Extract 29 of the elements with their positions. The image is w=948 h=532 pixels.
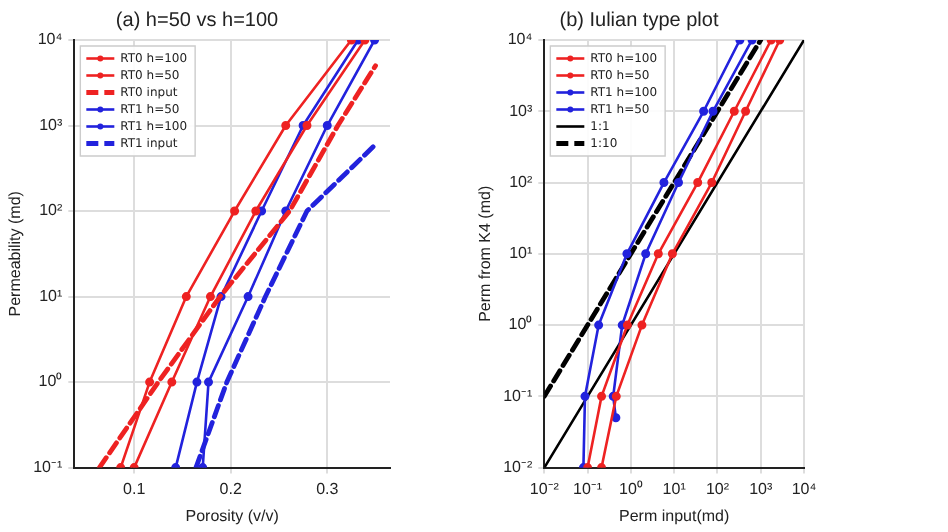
x-tick-label: 0.1 — [123, 479, 147, 498]
y-tick-label: 10³ — [509, 101, 533, 120]
y-tick-label: 10⁻¹ — [503, 386, 533, 405]
x-axis-title: Porosity (v/v) — [185, 506, 280, 525]
y-tick-label: 10³ — [39, 115, 63, 134]
y-tick-label: 10¹ — [509, 244, 533, 263]
x-tick-label: 0.2 — [219, 479, 243, 498]
x-tick-label: 10⁰ — [618, 479, 643, 498]
y-tick-label: 10² — [509, 172, 533, 191]
y-tick-label: 10² — [39, 201, 63, 220]
y-tick-label: 10⁰ — [508, 315, 533, 334]
y-tick-label: 10⁻² — [503, 458, 533, 477]
x-tick-label: 10² — [705, 479, 730, 498]
x-axis-title: Perm input(md) — [619, 506, 730, 525]
x-tick-label: 10³ — [749, 479, 773, 498]
x-tick-label: 10⁴ — [791, 479, 818, 498]
chart-title: (b) Iulian type plot — [559, 9, 719, 32]
chart-title: (a) h=50 vs h=100 — [115, 9, 280, 32]
y-tick-label: 10¹ — [39, 286, 63, 305]
y-tick-label: 10⁰ — [38, 372, 63, 391]
y-tick-label: 10⁴ — [507, 30, 534, 49]
x-tick-label: 10⁻¹ — [573, 479, 603, 498]
y-tick-label: 10⁴ — [37, 30, 64, 49]
x-tick-label: 10¹ — [662, 479, 687, 498]
x-tick-label: 10⁻² — [529, 479, 560, 498]
y-tick-label: 10⁻¹ — [33, 458, 63, 477]
y-axis-title: Perm from K4 (md) — [476, 185, 495, 322]
x-tick-label: 0.3 — [316, 479, 340, 498]
y-axis-title: Permeability (md) — [6, 190, 25, 317]
